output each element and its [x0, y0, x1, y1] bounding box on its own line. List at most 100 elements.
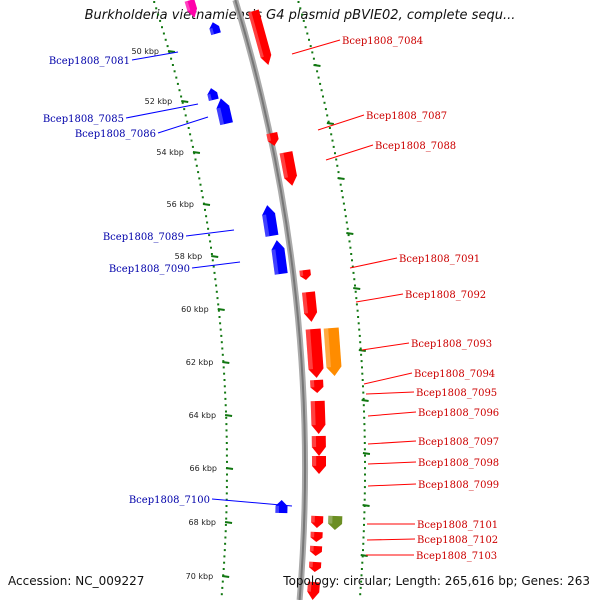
gene-bottom-shape [307, 581, 320, 600]
outer-scale-dot [364, 479, 366, 482]
gene-7093-orange-shape [323, 327, 342, 376]
leader-line-right [291, 39, 341, 55]
outer-scale-dot [363, 448, 366, 451]
label-Bcep1808_7096: Bcep1808_7096 [418, 408, 499, 419]
label-Bcep1808_7093: Bcep1808_7093 [411, 339, 492, 350]
leader-line-right [367, 483, 417, 487]
outer-scale-dot [363, 429, 366, 432]
inner-scale-dot [223, 555, 226, 558]
outer-tick [362, 504, 370, 507]
gene-7094 [310, 379, 324, 393]
inner-scale-dot [224, 536, 227, 539]
label-Bcep1808_7101: Bcep1808_7101 [417, 520, 498, 531]
inner-scale-dot [181, 101, 184, 104]
gene-7104-shape [308, 561, 322, 572]
inner-scale-dot [226, 460, 228, 463]
inner-scale-dot [178, 89, 181, 92]
kbp-tick [211, 255, 219, 258]
inner-scale-dot [225, 454, 228, 457]
kbp-label: 60 kbp [181, 305, 209, 314]
gene-7096 [311, 435, 326, 456]
inner-scale-dot [210, 246, 212, 249]
inner-scale-dot [193, 152, 196, 155]
gene-7084-shape [248, 9, 272, 65]
inner-scale-dot [208, 234, 211, 237]
gene-7093-shape [305, 328, 324, 378]
gene-7088-shade [279, 152, 289, 179]
kbp-label: 62 kbp [186, 358, 214, 367]
inner-scale-dot [173, 70, 176, 73]
kbp-label: 70 kbp [186, 572, 214, 581]
kbp-tick [224, 414, 233, 417]
outer-scale-dot [358, 328, 361, 331]
inner-scale-dot [226, 473, 228, 476]
outer-tick [337, 177, 345, 180]
gene-7103-shade [309, 545, 314, 552]
outer-scale-dot [336, 164, 339, 167]
outer-scale-dot [326, 114, 329, 117]
inner-scale-dot [168, 51, 171, 54]
outer-scale-dot [361, 561, 364, 564]
outer-scale-dot [351, 259, 353, 262]
outer-scale-dot [304, 26, 307, 29]
leader-line-right [367, 461, 417, 465]
inner-scale-dot [223, 372, 226, 375]
outer-scale-dot [299, 7, 302, 10]
outer-scale-dot [359, 347, 362, 350]
inner-scale-dot [162, 32, 165, 35]
outer-scale-dot [344, 215, 347, 218]
inner-scale-dot [223, 561, 226, 564]
inner-scale-dot [180, 95, 183, 98]
inner-scale-dot [214, 278, 217, 281]
outer-scale-dot [362, 397, 365, 400]
kbp-label: 68 kbp [188, 518, 216, 527]
inner-scale-dot [164, 38, 167, 41]
outer-scale-dot [363, 523, 365, 526]
inner-scale-dot [210, 253, 213, 255]
inner-scale-dot [217, 303, 220, 306]
outer-scale-dot [331, 139, 334, 142]
gene-7087-shade [266, 133, 272, 142]
inner-scale-dot [225, 416, 228, 419]
inner-scale-dot [225, 517, 228, 520]
gene-magenta-top-shape [184, 0, 198, 18]
gene-7095-shade [310, 401, 316, 426]
outer-scale-dot [358, 334, 361, 337]
gene-7094-shape [310, 379, 324, 393]
outer-scale-dot [309, 45, 312, 48]
gene-bottom-shade [307, 581, 312, 592]
kbp-label: 52 kbp [145, 97, 173, 106]
label-Bcep1808_7086: Bcep1808_7086 [75, 129, 156, 140]
inner-scale-dot [159, 19, 162, 22]
inner-scale-dot [224, 523, 227, 526]
inner-scale-dot [194, 158, 197, 161]
inner-scale-dot [195, 164, 198, 167]
outer-scale-dot [363, 435, 366, 438]
outer-scale-dot [362, 536, 365, 539]
inner-scale-dot [218, 316, 221, 318]
gene-7086 [216, 98, 233, 126]
outer-scale-dot [339, 183, 342, 186]
inner-scale-dot [215, 290, 218, 293]
outer-scale-dot [330, 133, 333, 136]
gene-7103-shape [309, 545, 323, 556]
gene-7088 [279, 151, 297, 186]
kbp-tick [192, 151, 201, 154]
inner-scale-dot [199, 183, 202, 186]
outer-scale-dot [364, 460, 366, 463]
inner-scale-dot [224, 397, 227, 400]
outer-tick [326, 122, 335, 125]
outer-scale-dot [301, 13, 304, 16]
label-Bcep1808_7091: Bcep1808_7091 [399, 254, 480, 265]
backbone-line [234, 0, 307, 600]
gene-7085 [207, 88, 219, 102]
leader-line-left [185, 229, 235, 237]
inner-scale-dot [207, 227, 210, 230]
outer-scale-dot [353, 278, 356, 281]
label-Bcep1808_7092: Bcep1808_7092 [405, 290, 486, 301]
label-Bcep1808_7085: Bcep1808_7085 [43, 114, 124, 125]
outer-scale-dot [354, 290, 357, 293]
kbp-tick [217, 308, 225, 311]
outer-tick [360, 554, 368, 557]
outer-scale-dot [316, 70, 319, 73]
